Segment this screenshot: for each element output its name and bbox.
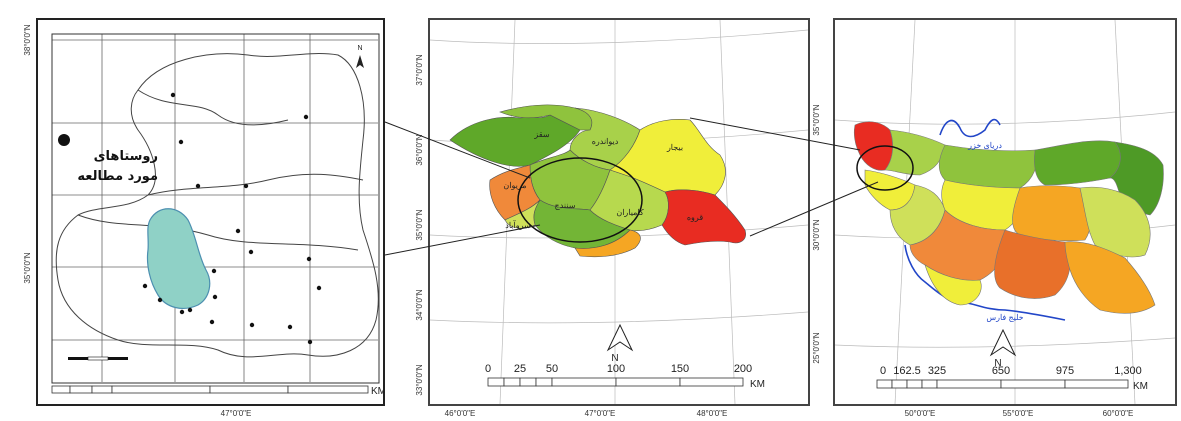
graticule (52, 34, 378, 382)
svg-text:25: 25 (514, 363, 526, 375)
legend-label-line2: مورد مطالعه (77, 169, 158, 184)
scale-unit: KM (1133, 381, 1148, 392)
svg-text:35°0'0"N: 35°0'0"N (812, 104, 821, 135)
iran-map: دریای خزر خلیج فارس N 0 162.5 325 650 97… (834, 19, 1176, 405)
svg-text:975: 975 (1056, 365, 1074, 377)
svg-text:100: 100 (607, 363, 625, 375)
svg-text:مریوان: مریوان (503, 181, 526, 190)
caspian-label: دریای خزر (967, 141, 1002, 150)
svg-text:162.5: 162.5 (893, 365, 921, 377)
province-map-panel: سقز دیواندره بیجار مریوان سنندج قروه سرو… (428, 18, 810, 406)
scale-bar: 0 162.5 325 650 975 1,300 KM (876, 365, 1148, 392)
left-lat-mid: 35°0'0"N (23, 252, 32, 283)
svg-text:کامیاران: کامیاران (616, 208, 644, 217)
svg-text:200: 200 (734, 363, 752, 375)
lake (146, 208, 211, 309)
svg-text:325: 325 (928, 365, 946, 377)
north-arrow-icon: N (356, 45, 364, 68)
svg-text:46°0'0"E: 46°0'0"E (445, 409, 476, 418)
study-area-map-panel: روستاهای مورد مطالعه N KM (36, 18, 386, 406)
svg-text:25°0'0"N: 25°0'0"N (812, 332, 821, 363)
village-points (142, 92, 322, 345)
north-arrow-icon: N (606, 323, 634, 364)
scale-unit: KM (750, 379, 765, 390)
left-lat-top: 38°0'0"N (23, 24, 32, 55)
svg-text:35°0'0"N: 35°0'0"N (415, 209, 424, 240)
svg-text:قروه: قروه (687, 213, 703, 222)
scale-bar (51, 385, 369, 394)
svg-text:150: 150 (671, 363, 689, 375)
svg-text:سقز: سقز (533, 130, 549, 139)
svg-text:33°0'0"N: 33°0'0"N (415, 364, 424, 395)
svg-text:47°0'0"E: 47°0'0"E (585, 409, 616, 418)
svg-text:30°0'0"N: 30°0'0"N (812, 219, 821, 250)
scale-bar: 0 25 50 100 150 200 KM (485, 363, 765, 390)
north-arrow-icon: N (989, 328, 1017, 369)
svg-text:0: 0 (880, 365, 886, 377)
iran-provinces (853, 121, 1164, 314)
svg-text:50: 50 (546, 363, 558, 375)
svg-text:0: 0 (485, 363, 491, 375)
svg-text:سنندج: سنندج (555, 201, 576, 210)
legend-village-symbol (58, 134, 70, 146)
svg-text:N: N (357, 45, 362, 52)
gulf-label: خلیج فارس (986, 313, 1023, 322)
svg-text:48°0'0"E: 48°0'0"E (697, 409, 728, 418)
study-area-map: روستاهای مورد مطالعه N KM (51, 33, 386, 397)
legend-label-line1: روستاهای (94, 149, 158, 164)
svg-text:1,300: 1,300 (1114, 365, 1142, 377)
svg-text:سروآباد: سروآباد (505, 220, 531, 230)
svg-text:36°0'0"N: 36°0'0"N (415, 134, 424, 165)
svg-text:N: N (611, 353, 618, 364)
province-highlight (856, 145, 914, 191)
svg-text:60°0'0"E: 60°0'0"E (1103, 409, 1134, 418)
scale-unit: KM (371, 386, 383, 397)
province-regions (449, 104, 746, 258)
svg-text:50°0'0"E: 50°0'0"E (905, 409, 936, 418)
iran-map-panel: دریای خزر خلیج فارس N 0 162.5 325 650 97… (833, 18, 1177, 406)
region-labels: سقز دیواندره بیجار مریوان سنندج قروه سرو… (503, 130, 703, 230)
district-boundaries (55, 53, 379, 358)
svg-text:37°0'0"N: 37°0'0"N (415, 54, 424, 85)
study-area-highlight (517, 157, 643, 243)
svg-text:بیجار: بیجار (666, 143, 683, 152)
svg-text:650: 650 (992, 365, 1010, 377)
svg-text:55°0'0"E: 55°0'0"E (1003, 409, 1034, 418)
province-map: سقز دیواندره بیجار مریوان سنندج قروه سرو… (429, 19, 809, 405)
svg-text:دیواندره: دیواندره (592, 137, 619, 146)
svg-text:N: N (994, 358, 1001, 369)
left-lon-bottom: 47°0'0"E (221, 409, 252, 418)
svg-text:34°0'0"N: 34°0'0"N (415, 289, 424, 320)
small-scale-bar (68, 356, 128, 361)
